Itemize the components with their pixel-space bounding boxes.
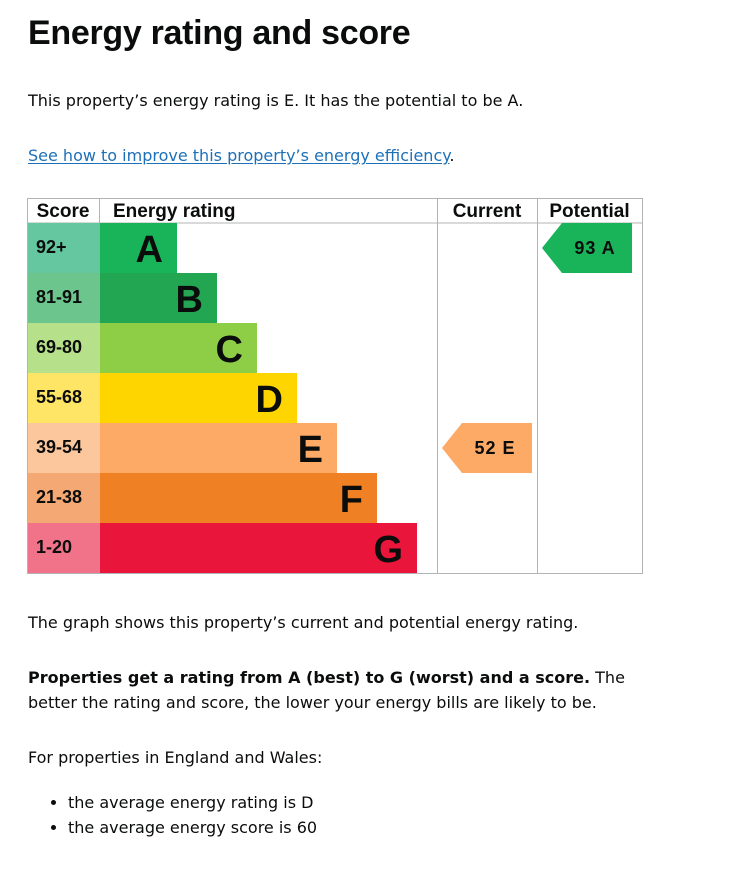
header-energy-rating: Energy rating — [113, 201, 235, 222]
potential-rating-label: 93 A — [574, 238, 615, 258]
rating-bar-c — [100, 323, 257, 373]
header-potential: Potential — [549, 201, 629, 222]
header-score: Score — [37, 201, 90, 222]
chart-headers: Score Energy rating Current Potential — [37, 201, 630, 222]
score-range-b: 81-91 — [36, 287, 82, 307]
score-range-f: 21-38 — [36, 487, 82, 507]
rating-scale-bold: Properties get a rating from A (best) to… — [28, 668, 591, 687]
rating-bar-a — [100, 223, 177, 273]
rating-scale-rest: The better the rating and score, the low… — [28, 668, 625, 712]
chart-grid — [27, 198, 643, 574]
average-rating-item: the average energy rating is D — [68, 790, 317, 815]
rating-bands: 92+ A 81-91 B 69-80 C 55-68 D 39-54 E 21-38 F 1-20 G — [28, 223, 417, 573]
graph-description: The graph shows this property’s current … — [28, 613, 579, 632]
averages-list: the average energy rating is D the avera… — [28, 790, 317, 840]
header-current: Current — [453, 201, 522, 222]
rating-arrows: 52 E 93 A — [442, 223, 632, 473]
improve-efficiency-link[interactable]: See how to improve this property’s energ… — [28, 146, 450, 165]
score-range-a: 92+ — [36, 237, 67, 257]
rating-letter-c: C — [216, 329, 243, 371]
chart-border — [27, 198, 643, 574]
score-cell-f — [28, 473, 100, 523]
rating-letter-b: B — [176, 279, 203, 321]
score-cell-c — [28, 323, 100, 373]
rating-letter-d: D — [256, 379, 283, 421]
score-range-g: 1-20 — [36, 537, 72, 557]
link-suffix: . — [449, 146, 455, 165]
rating-bar-b — [100, 273, 217, 323]
score-range-c: 69-80 — [36, 337, 82, 357]
potential-rating-arrow — [542, 223, 632, 273]
score-cell-e — [28, 423, 100, 473]
rating-letter-a: A — [136, 229, 163, 271]
rating-letter-e: E — [298, 429, 323, 471]
page-title: Energy rating and score — [28, 14, 411, 52]
score-cell-a — [28, 223, 100, 273]
rating-bar-f — [100, 473, 377, 523]
score-range-e: 39-54 — [36, 437, 82, 457]
rating-bar-g — [100, 523, 417, 573]
current-rating-label: 52 E — [474, 438, 515, 458]
rating-summary: This property’s energy rating is E. It h… — [28, 91, 524, 110]
score-cell-d — [28, 373, 100, 423]
energy-rating-chart: Score Energy rating Current Potential 92+ A 8… — [27, 198, 643, 574]
rating-bar-d — [100, 373, 297, 423]
score-cell-g — [28, 523, 100, 573]
current-rating-arrow — [442, 423, 532, 473]
score-cell-b — [28, 273, 100, 323]
rating-letter-g: G — [373, 529, 403, 571]
score-range-d: 55-68 — [36, 387, 82, 407]
averages-intro: For properties in England and Wales: — [28, 748, 323, 767]
improve-link-paragraph: See how to improve this property’s energ… — [28, 143, 455, 168]
rating-bar-e — [100, 423, 337, 473]
rating-letter-f: F — [340, 479, 363, 521]
average-score-item: the average energy score is 60 — [68, 815, 317, 840]
rating-scale-description: Properties get a rating from A (best) to… — [28, 665, 668, 715]
